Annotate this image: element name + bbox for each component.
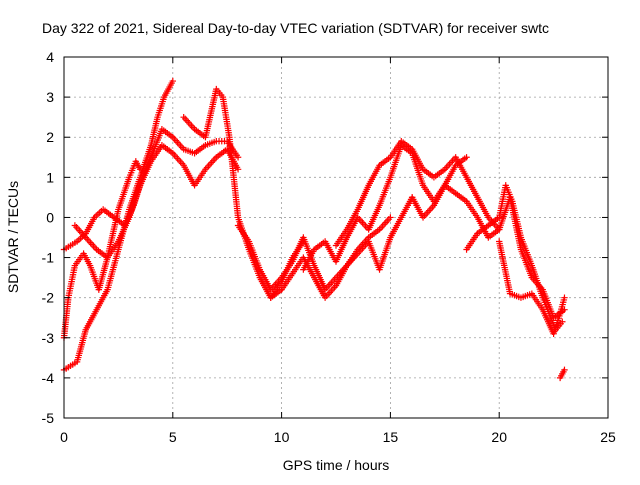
y-tick-label: 4 xyxy=(46,49,54,65)
series-track-9 xyxy=(332,138,503,249)
data-point xyxy=(463,154,470,161)
chart-title: Day 322 of 2021, Sidereal Day-to-day VTE… xyxy=(42,20,549,36)
data-point xyxy=(561,294,568,301)
tick-layer: 0 5 10 15 20 25 -5 -4 -3 -2 -1 0 1 2 3 4 xyxy=(42,49,616,445)
y-tick-label: 3 xyxy=(46,89,54,105)
data-point xyxy=(234,154,242,161)
y-tick-label: -2 xyxy=(42,290,55,306)
series-track-3 xyxy=(60,126,242,253)
x-axis-title: GPS time / hours xyxy=(283,457,390,473)
data-point xyxy=(234,166,242,173)
x-tick-label: 10 xyxy=(274,429,290,445)
series-track-4 xyxy=(71,142,242,261)
y-tick-label: -4 xyxy=(42,370,55,386)
series-track-5 xyxy=(180,85,307,301)
x-tick-label: 5 xyxy=(169,429,177,445)
series-track-12 xyxy=(496,238,568,337)
data-point xyxy=(559,318,566,325)
x-tick-label: 25 xyxy=(600,429,616,445)
x-tick-label: 20 xyxy=(491,429,507,445)
y-tick-label: 1 xyxy=(46,169,54,185)
data-layer xyxy=(60,77,568,382)
y-tick-label: -3 xyxy=(42,330,55,346)
data-point xyxy=(136,166,144,173)
data-point xyxy=(387,214,394,221)
series-track-11 xyxy=(463,182,566,333)
series-track-13 xyxy=(556,366,568,382)
y-tick-label: -5 xyxy=(42,410,55,426)
series-track-2 xyxy=(60,158,144,341)
y-tick-label: 2 xyxy=(46,129,54,145)
x-tick-label: 15 xyxy=(383,429,399,445)
data-point xyxy=(561,366,568,374)
plot-frame xyxy=(63,56,609,419)
series-track-7 xyxy=(267,194,416,301)
x-tick-label: 0 xyxy=(60,429,68,445)
y-axis-title: SDTVAR / TECUs xyxy=(5,181,21,293)
data-point xyxy=(169,77,176,85)
y-tick-label: 0 xyxy=(46,209,54,225)
y-tick-label: -1 xyxy=(42,250,55,266)
